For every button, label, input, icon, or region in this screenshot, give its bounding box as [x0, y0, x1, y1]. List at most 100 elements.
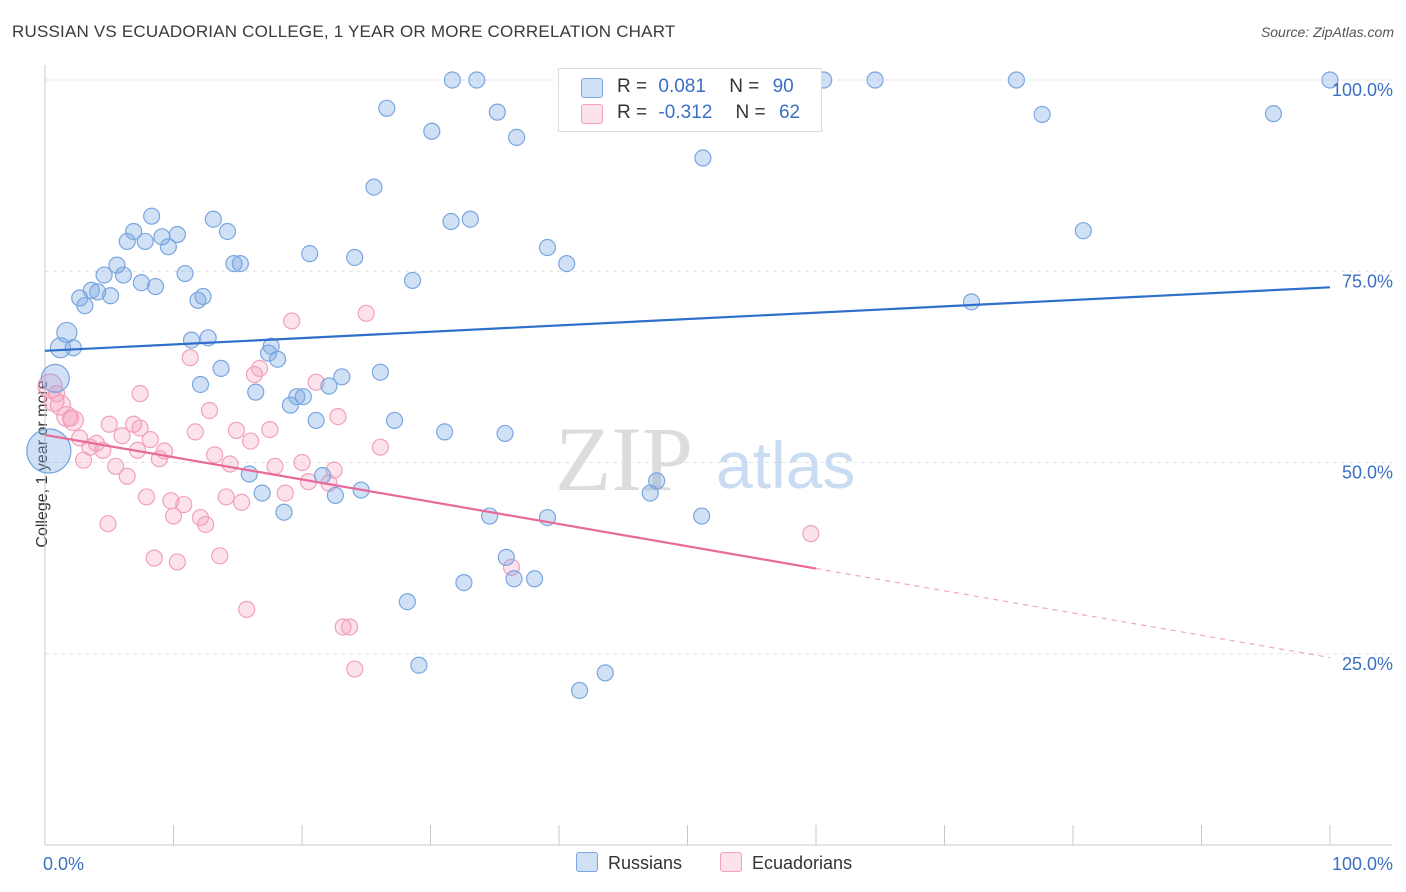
ecuadorians-points — [37, 304, 820, 678]
russians-points — [26, 71, 1339, 700]
ecuadorians-point-44 — [276, 484, 294, 502]
russians-point-23 — [182, 331, 201, 349]
russians-point-16 — [136, 232, 154, 251]
ecuadorians-point-2 — [49, 394, 72, 416]
russians-point-65 — [496, 424, 514, 443]
russians-point-27 — [204, 210, 222, 228]
russians-point-56 — [410, 656, 428, 674]
ecuadorians-point-61 — [62, 409, 80, 427]
ecuadorians-point-58 — [802, 525, 820, 543]
ecuadorians-point-18 — [137, 488, 156, 506]
bottom-legend-label-ecuadorians: Ecuadorians — [752, 853, 853, 873]
watermark-zip: ZIP — [555, 408, 693, 510]
ecuadorians-point-43 — [266, 457, 284, 475]
russians-point-29 — [218, 222, 237, 241]
russians-point-83 — [962, 293, 981, 311]
ecuadorians-trend-line — [44, 433, 817, 570]
russians-point-86 — [1074, 222, 1092, 240]
legend-r-value-ecuadorians: -0.312 — [658, 102, 713, 123]
axes — [44, 65, 1392, 846]
russians-point-10 — [101, 287, 120, 305]
russians-point-59 — [442, 212, 460, 231]
ecuadorians-point-20 — [145, 549, 163, 567]
russians-point-54 — [398, 593, 416, 611]
legend-n-value-ecuadorians: 62 — [778, 102, 801, 123]
russians-point-9 — [95, 266, 113, 284]
ecuadorians-point-26 — [175, 495, 193, 514]
legend-r-label: R = — [617, 76, 648, 97]
bottom-legend-russians: Russians — [576, 852, 682, 874]
ecuadorians-point-33 — [211, 547, 229, 565]
legend-n-value-russians: 90 — [772, 76, 794, 97]
russians-point-77 — [693, 507, 711, 525]
russians-point-48 — [346, 248, 364, 267]
russians-point-89 — [191, 375, 210, 394]
ecuadorians-point-34 — [217, 488, 235, 506]
ecuadorians-point-41 — [250, 359, 269, 378]
legend-r-label: R = — [617, 102, 648, 123]
russians-point-69 — [525, 570, 544, 588]
ecuadorians-point-28 — [186, 423, 204, 441]
russians-point-13 — [118, 232, 136, 251]
russians-point-57 — [423, 122, 441, 140]
russians-point-4 — [64, 339, 82, 357]
ecuadorians-point-51 — [329, 408, 347, 426]
russians-point-38 — [275, 503, 293, 521]
chart-source: Source: ZipAtlas.com — [1260, 24, 1394, 40]
bottom-legend-label-russians: Russians — [608, 853, 683, 873]
y-tick-label-0: 25.0% — [1342, 654, 1393, 674]
russians-point-12 — [114, 266, 132, 284]
russians-point-33 — [247, 383, 265, 401]
ecuadorians-point-53 — [340, 618, 359, 636]
ecuadorians-point-60 — [47, 385, 66, 403]
russians-point-53 — [385, 411, 404, 430]
ecuadorians-point-56 — [371, 438, 389, 456]
russians-point-82 — [866, 71, 884, 89]
russians-point-30 — [225, 255, 243, 273]
ecuadorians-point-10 — [99, 515, 117, 533]
russians-point-25 — [194, 287, 212, 306]
watermark-atlas: atlas — [716, 428, 855, 502]
russians-point-6 — [76, 297, 94, 315]
russians-point-40 — [288, 388, 306, 406]
russians-point-63 — [468, 71, 486, 89]
russians-point-42 — [301, 245, 319, 263]
bottom-legend-ecuadorians: Ecuadorians — [720, 852, 852, 874]
ecuadorians-point-54 — [346, 660, 364, 678]
russians-trend-line — [44, 286, 1331, 352]
trend-lines — [44, 286, 1331, 659]
russians-point-73 — [570, 681, 589, 700]
russians-point-55 — [403, 271, 422, 290]
russians-point-8 — [89, 283, 107, 301]
ecuadorians-point-42 — [261, 421, 279, 439]
ecuadorians-point-52 — [334, 618, 352, 636]
ecuadorians-point-17 — [131, 419, 149, 437]
ecuadorians-point-13 — [113, 427, 131, 445]
russians-point-90 — [488, 103, 506, 121]
russians-point-15 — [132, 274, 150, 292]
russians-point-35 — [259, 344, 278, 362]
russians-point-68 — [507, 128, 526, 146]
legend-swatch-russians — [581, 78, 603, 98]
russians-point-46 — [326, 486, 345, 504]
legend-swatch-ecuadorians — [581, 104, 603, 124]
ecuadorians-point-25 — [168, 553, 186, 571]
russians-point-62 — [461, 210, 479, 228]
russians-point-51 — [371, 363, 389, 381]
ecuadorians-point-59 — [131, 385, 149, 403]
russians-point-14 — [125, 222, 143, 241]
ecuadorians-point-19 — [141, 430, 159, 449]
russians-point-61 — [455, 574, 473, 592]
ecuadorians-trend-line-extension — [815, 567, 1331, 659]
ecuadorians-point-35 — [221, 455, 239, 473]
ecuadorians-point-55 — [357, 304, 375, 322]
ecuadorians-point-38 — [238, 600, 256, 618]
y-tick-label-3: 100.0% — [1332, 80, 1393, 100]
russians-point-50 — [365, 178, 383, 196]
ecuadorians-point-36 — [227, 421, 246, 439]
russians-point-84 — [1033, 105, 1051, 124]
russians-point-34 — [253, 484, 271, 502]
ecuadorians-point-48 — [307, 373, 325, 391]
russians-point-88 — [1321, 71, 1339, 89]
russians-point-37 — [268, 350, 287, 368]
